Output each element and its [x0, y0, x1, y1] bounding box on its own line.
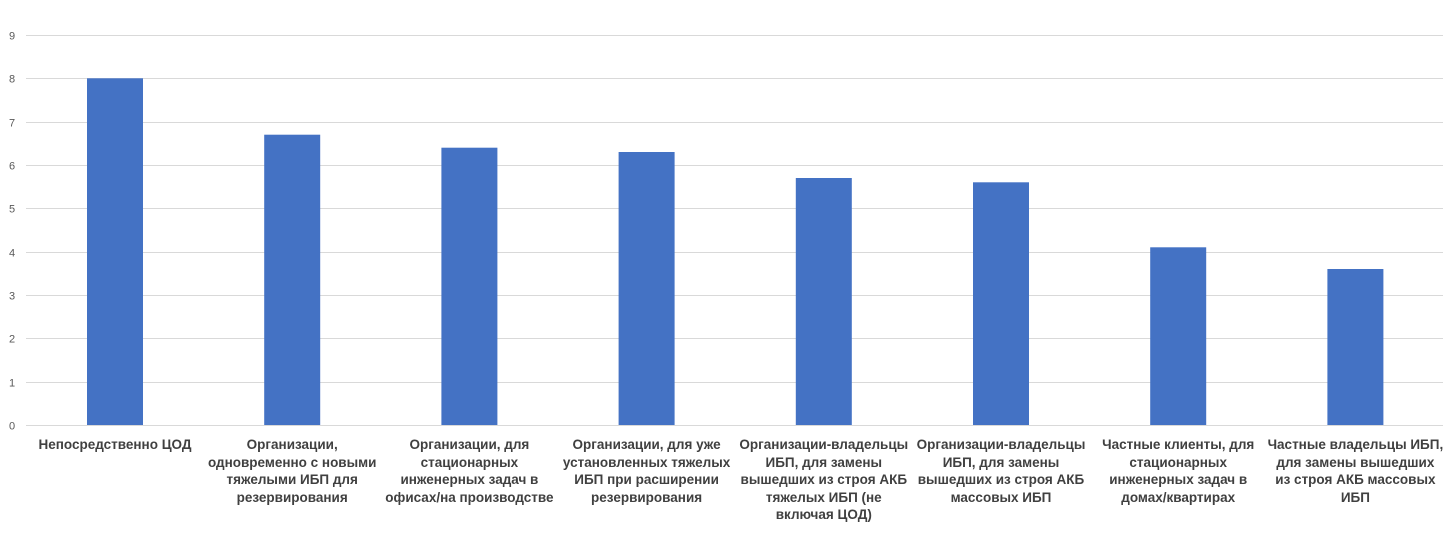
bar — [441, 147, 498, 425]
x-category-label: Организации, одновременно с новыми тяжел… — [207, 437, 377, 505]
y-tick-label: 5 — [9, 204, 15, 216]
y-tick-label: 8 — [9, 74, 15, 86]
bar — [1150, 247, 1207, 425]
bars — [87, 78, 1384, 426]
y-tick-label: 2 — [9, 334, 15, 346]
x-category-label: Непосредственно ЦОД — [38, 437, 192, 452]
x-category-label: Организации, для уже установленных тяжел… — [562, 437, 731, 505]
x-category-label: Частные клиенты, для стационарных инжене… — [1102, 437, 1255, 505]
x-category-label: Организации-владельцы ИБП, для замены вы… — [916, 437, 1086, 505]
x-category-label: Частные владельцы ИБП, для замены вышедш… — [1267, 437, 1444, 505]
y-tick-label: 3 — [9, 291, 15, 303]
y-tick-label: 9 — [9, 31, 15, 43]
y-axis-ticks: 0 1 2 3 4 5 6 7 8 9 — [9, 31, 15, 433]
x-category-label: Организации, для стационарных инженерных… — [385, 437, 554, 505]
bar — [973, 182, 1029, 425]
bar — [795, 178, 852, 425]
y-tick-label: 1 — [9, 378, 15, 390]
y-tick-label: 6 — [9, 161, 15, 173]
x-category-label: Организации-владельцы ИБП, для замены вы… — [739, 437, 909, 522]
y-tick-label: 7 — [9, 118, 15, 130]
bar — [618, 152, 675, 425]
gridlines — [26, 35, 1443, 426]
y-tick-label: 0 — [9, 421, 15, 433]
bar — [87, 78, 143, 426]
bar — [264, 134, 321, 425]
y-tick-label: 4 — [9, 248, 15, 260]
bar — [1327, 269, 1384, 425]
